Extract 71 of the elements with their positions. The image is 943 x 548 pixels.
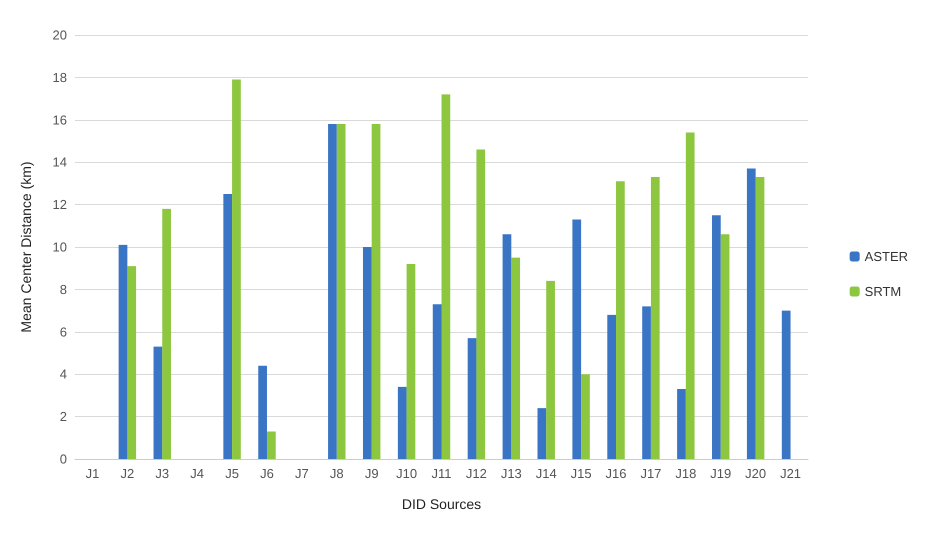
bar [336, 124, 346, 459]
y-tick-label: 16 [52, 112, 67, 128]
x-tick-label: J17 [640, 466, 662, 481]
y-axis-title: Mean Center Distance (km) [18, 161, 34, 333]
y-tick-label: 4 [60, 366, 67, 382]
bar [442, 94, 450, 459]
bar [406, 264, 416, 459]
bar [127, 266, 136, 459]
x-tick-label: J13 [500, 466, 522, 481]
x-tick-label: J9 [364, 466, 379, 481]
bar [537, 408, 546, 459]
bar [432, 304, 442, 459]
x-tick-label: J1 [86, 466, 100, 481]
bar [468, 338, 476, 459]
x-tick-label: J10 [396, 466, 418, 481]
bar [162, 208, 171, 459]
bar [223, 194, 232, 459]
x-tick-label: J6 [260, 466, 274, 481]
x-tick-label: J4 [190, 466, 204, 481]
x-tick-label: J5 [225, 466, 239, 481]
bar [677, 389, 686, 459]
y-tick-label: 6 [60, 324, 67, 340]
x-tick-label: J3 [155, 466, 170, 481]
bar [782, 310, 791, 459]
y-tick-label: 8 [60, 282, 67, 297]
x-tick-label: J8 [330, 466, 344, 481]
x-tick-label: J18 [675, 466, 696, 481]
bar [258, 366, 267, 459]
bar [642, 306, 651, 459]
x-axis-title: DID Sources [402, 496, 482, 512]
bar [546, 280, 555, 459]
bar [502, 234, 512, 459]
bar [154, 346, 162, 459]
x-tick-label: J20 [745, 466, 766, 481]
bar [756, 177, 764, 459]
x-tick-label: J14 [536, 466, 557, 481]
legend-label: SRTM [864, 284, 902, 299]
y-tick-label: 14 [52, 154, 67, 170]
bar [372, 124, 380, 459]
x-tick-label: J21 [780, 466, 802, 481]
x-tick-label: J11 [432, 466, 452, 481]
bar [232, 80, 241, 459]
x-tick-label: J12 [466, 466, 487, 481]
y-tick-label: 2 [60, 409, 67, 424]
x-tick-label: J19 [710, 466, 732, 481]
legend-label: ASTER [864, 249, 908, 264]
bar [686, 132, 695, 459]
bar [607, 314, 616, 459]
bar [118, 244, 128, 459]
x-tick-label: J15 [570, 466, 592, 481]
y-tick-label: 10 [52, 240, 67, 254]
bar [650, 177, 660, 459]
x-tick-label: J7 [295, 466, 309, 481]
x-tick-label: J2 [120, 466, 134, 481]
bar [581, 374, 590, 459]
bar [328, 124, 337, 459]
y-tick-label: 18 [52, 70, 67, 85]
y-tick-label: 12 [52, 197, 67, 212]
y-tick-label: 0 [60, 452, 67, 466]
bar [398, 386, 407, 459]
x-tick-label: J16 [606, 466, 627, 481]
bar [266, 431, 276, 459]
bar [362, 247, 372, 459]
bar [616, 181, 625, 459]
bar [720, 234, 730, 459]
bar [746, 168, 756, 459]
y-tick-label: 20 [52, 28, 67, 42]
bar [712, 215, 721, 459]
bar [511, 258, 520, 459]
bar [572, 219, 582, 459]
bar [476, 149, 486, 459]
